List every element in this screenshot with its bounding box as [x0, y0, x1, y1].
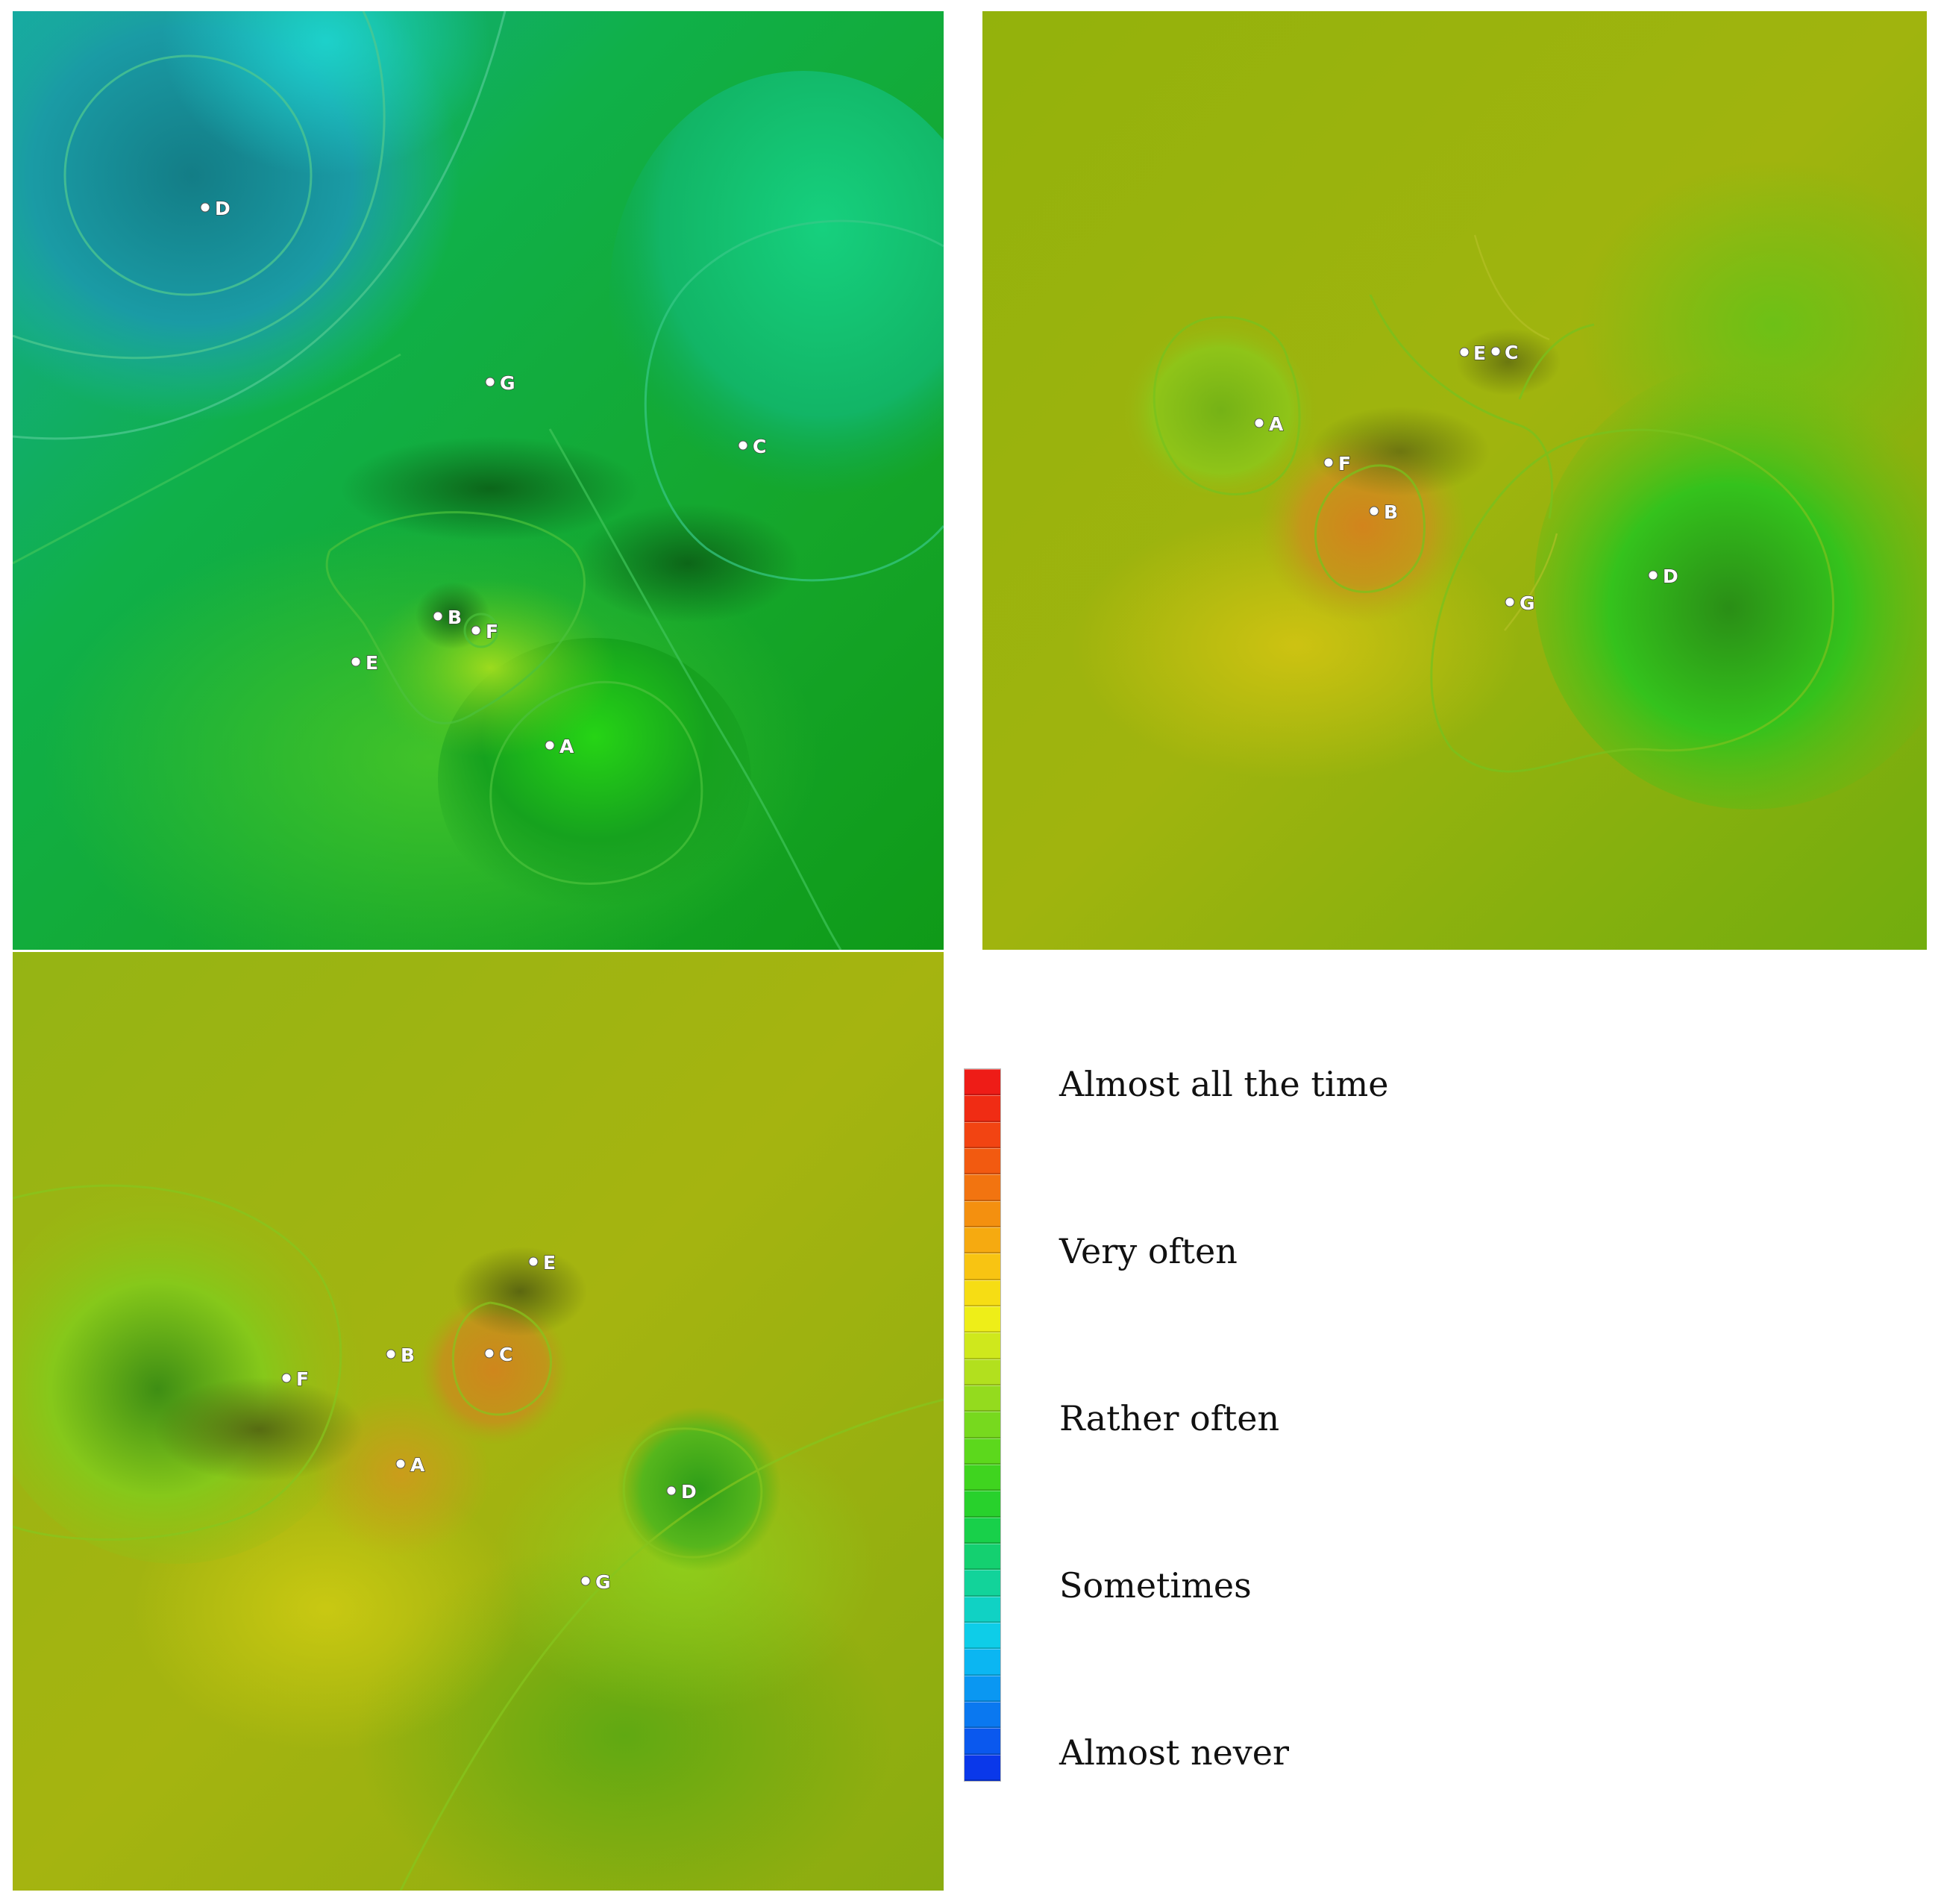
- point-g: G: [1505, 592, 1535, 615]
- legend-color-step: [965, 1385, 1000, 1412]
- point-f-label: F: [1338, 453, 1351, 475]
- point-b: B: [1369, 501, 1399, 524]
- legend-color-step: [965, 1649, 1000, 1676]
- point-b: B: [433, 606, 462, 629]
- color-legend: Almost all the time Very often Rather of…: [964, 1064, 1710, 1785]
- point-c: C: [1490, 341, 1519, 364]
- point-d-label: D: [215, 198, 231, 219]
- legend-color-step: [965, 1675, 1000, 1702]
- point-e: E: [1459, 342, 1487, 365]
- point-a: A: [545, 735, 575, 758]
- legend-color-step: [965, 1095, 1000, 1122]
- point-f-label: F: [486, 621, 498, 642]
- point-a-label: A: [1269, 413, 1284, 435]
- surface-plot-top-left: D G C B F E A: [13, 11, 944, 950]
- surface-plot-bottom-left: E B C F A D G: [13, 952, 944, 1891]
- point-e-label: E: [366, 652, 378, 674]
- point-c-label: C: [499, 1344, 512, 1365]
- point-e-label: E: [543, 1252, 556, 1274]
- legend-color-step: [965, 1253, 1000, 1280]
- point-b-label: B: [448, 607, 462, 628]
- legend-color-step: [965, 1333, 1000, 1359]
- legend-color-step: [965, 1200, 1000, 1227]
- point-c-label: C: [753, 436, 766, 457]
- legend-label-rather-often: Rather often: [1059, 1398, 1280, 1438]
- legend-color-step: [965, 1121, 1000, 1148]
- map-panel-top-left: D G C B F E A: [13, 11, 944, 950]
- point-a-label: A: [410, 1454, 425, 1476]
- legend-color-step: [965, 1359, 1000, 1385]
- legend-color-step: [965, 1464, 1000, 1491]
- legend-label-sometimes: Sometimes: [1059, 1565, 1252, 1606]
- legend-color-step: [965, 1596, 1000, 1623]
- legend-color-step: [965, 1412, 1000, 1438]
- legend-color-step: [965, 1174, 1000, 1201]
- point-a-label: A: [559, 736, 574, 757]
- legend-color-step: [965, 1306, 1000, 1333]
- point-d: D: [666, 1480, 697, 1503]
- legend-color-step: [965, 1227, 1000, 1254]
- point-a: A: [395, 1453, 426, 1476]
- point-f: F: [281, 1368, 310, 1391]
- point-d-label: D: [681, 1481, 697, 1503]
- point-c: C: [738, 435, 767, 458]
- legend-color-step: [965, 1069, 1000, 1096]
- legend-color-step: [965, 1491, 1000, 1518]
- point-c-label: C: [1505, 342, 1518, 363]
- point-b-label: B: [401, 1344, 415, 1366]
- point-b: B: [386, 1344, 415, 1367]
- point-markers: E C A F B D G: [1254, 341, 1678, 615]
- point-e: E: [351, 651, 379, 674]
- legend-color-step: [965, 1728, 1000, 1755]
- point-f: F: [1323, 452, 1352, 475]
- point-f-label: F: [296, 1368, 309, 1390]
- legend-color-step: [965, 1517, 1000, 1544]
- point-f: F: [471, 620, 499, 643]
- point-c: C: [484, 1343, 513, 1366]
- legend-color-step: [965, 1622, 1000, 1650]
- point-g-label: G: [595, 1571, 611, 1593]
- point-g: G: [580, 1571, 611, 1594]
- point-g-label: G: [500, 372, 515, 394]
- point-d-label: D: [1663, 566, 1678, 587]
- point-b-label: B: [1384, 501, 1398, 523]
- point-markers: E B C F A D G: [281, 1251, 697, 1594]
- legend-color-step: [965, 1754, 1000, 1781]
- point-e-label: E: [1473, 342, 1486, 364]
- map-panel-top-right: E C A F B D G: [982, 11, 1927, 950]
- point-d: D: [1648, 565, 1678, 588]
- legend-color-step: [965, 1438, 1000, 1465]
- point-g: G: [485, 372, 515, 395]
- legend-color-step: [965, 1147, 1000, 1175]
- point-d: D: [200, 197, 231, 220]
- legend-label-almost-never: Almost never: [1059, 1732, 1290, 1773]
- legend-label-very-often: Very often: [1059, 1231, 1238, 1271]
- legend-color-step: [965, 1543, 1000, 1571]
- point-e: E: [528, 1251, 556, 1274]
- point-a: A: [1254, 413, 1285, 436]
- point-markers: D G C B F E A: [200, 197, 767, 758]
- legend-color-step: [965, 1570, 1000, 1597]
- surface-plot-top-right: E C A F B D G: [982, 11, 1927, 950]
- map-panel-bottom-left: E B C F A D G: [13, 952, 944, 1891]
- legend-label-almost-all-the-time: Almost all the time: [1059, 1064, 1389, 1104]
- legend-color-step: [965, 1280, 1000, 1306]
- legend-color-step: [965, 1701, 1000, 1729]
- legend-color-bar: [964, 1068, 1001, 1782]
- point-g-label: G: [1520, 592, 1535, 614]
